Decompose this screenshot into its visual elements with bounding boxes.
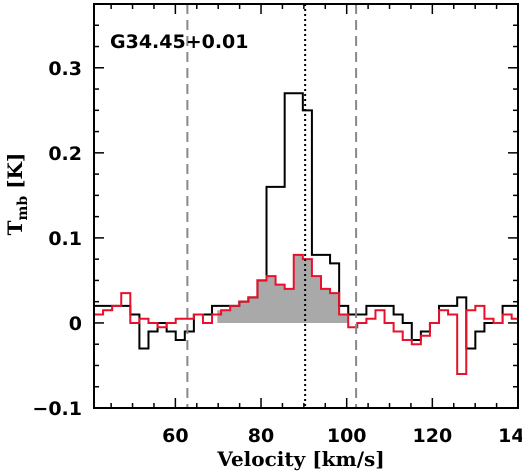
x-axis-title: Velocity [km/s] [216,447,384,471]
black-series-line [94,92,518,350]
y-axis-title-subscript: mb [15,196,31,221]
source-name-annotation: G34.45+0.01 [110,31,249,53]
x-tick-label: 60 [162,425,188,447]
y-axis-title-main: T [3,220,27,235]
y-tick-label: −0.1 [32,398,82,420]
y-tick-label: 0.2 [48,143,82,165]
x-tick-label: 120 [413,425,453,447]
x-tick-label: 140 [498,425,522,447]
plot-frame [93,3,519,409]
reference-lines [186,4,358,408]
y-tick-label: 0 [69,313,82,335]
tick-labels: 60 80 100 120 140 −0.1 0 0.1 0.2 0.3 [32,58,522,447]
red-series-line [94,253,518,375]
integrated-area-fill [217,254,349,323]
y-tick-label: 0.3 [48,58,82,80]
x-tick-label: 80 [248,425,274,447]
y-axis-title: Tmb [K] [3,153,31,236]
y-tick-label: 0.1 [48,228,82,250]
series-layer [94,92,518,375]
x-tick-label: 100 [327,425,367,447]
y-axis-title-unit: [K] [3,153,27,196]
integrated-area [217,254,349,323]
